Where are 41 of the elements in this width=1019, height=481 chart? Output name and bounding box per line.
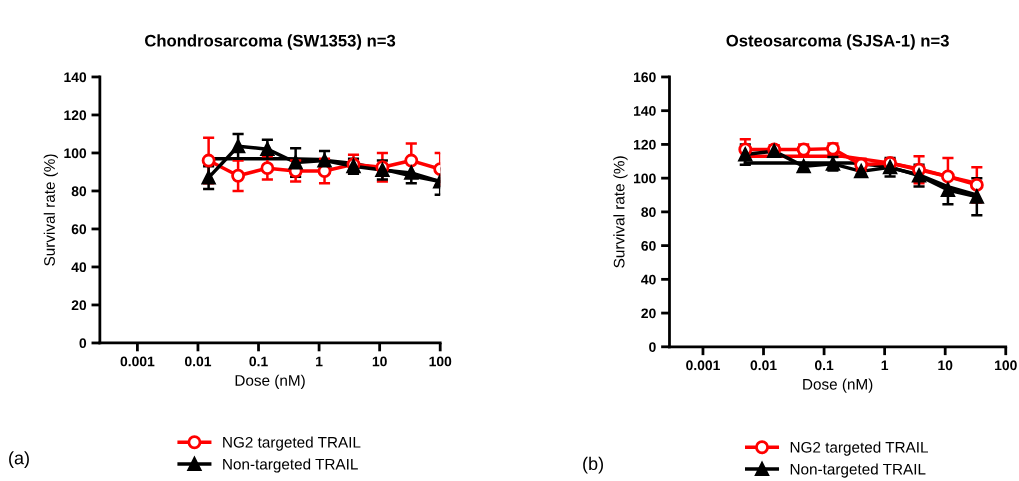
- legend-label: NG2 targeted TRAIL: [790, 441, 928, 456]
- y-tick-label: 40: [71, 262, 87, 273]
- y-tick-label: 60: [71, 224, 87, 235]
- y-tick-label: 0: [79, 338, 87, 349]
- text: (b): [583, 456, 603, 474]
- y-tick-label: 120: [633, 139, 656, 150]
- x-tick-label: 0.001: [686, 360, 720, 371]
- x-tick-label: 0.01: [184, 356, 212, 367]
- y-axis-title: Survival rate (%): [613, 156, 628, 268]
- x-tick-label: 100: [995, 360, 1017, 371]
- y-tick-label: 160: [633, 72, 656, 83]
- y-axis-title: Survival rate (%): [43, 154, 58, 266]
- chart-title: Osteosarcoma (SJSA-1) n=3: [726, 34, 949, 50]
- x-tick-label: 0.1: [249, 356, 268, 367]
- y-tick-label: 140: [64, 72, 87, 83]
- text: (a): [9, 451, 29, 468]
- y-tick-label: 100: [633, 173, 656, 184]
- legend-label: Non-targeted TRAIL: [223, 458, 358, 473]
- x-tick-label: 0.1: [814, 360, 834, 371]
- x-tick-label: 1: [316, 356, 323, 367]
- y-tick-label: 120: [64, 110, 87, 121]
- y-tick-label: 80: [641, 207, 656, 218]
- y-tick-label: 20: [71, 300, 87, 311]
- legend-label: NG2 targeted TRAIL: [223, 436, 361, 451]
- x-tick-label: 100: [429, 356, 452, 367]
- x-tick-label: 1: [881, 360, 889, 371]
- x-tick-label: 0.001: [120, 356, 155, 367]
- y-tick-label: 20: [641, 308, 656, 319]
- chart-title: Chondrosarcoma (SW1353) n=3: [145, 34, 396, 50]
- x-tick-label: 10: [938, 360, 953, 371]
- x-tick-label: 10: [372, 356, 387, 367]
- y-tick-label: 80: [71, 186, 87, 197]
- x-axis-title: Dose (nM): [803, 378, 873, 393]
- y-tick-label: 100: [64, 148, 87, 159]
- x-axis-title: Dose (nM): [235, 374, 305, 389]
- y-tick-label: 40: [641, 274, 656, 285]
- legend-label: Non-targeted TRAIL: [790, 463, 926, 478]
- y-tick-label: 60: [641, 240, 656, 251]
- x-tick-label: 0.01: [750, 360, 777, 371]
- y-tick-label: 0: [649, 342, 656, 352]
- y-tick-label: 140: [633, 106, 656, 116]
